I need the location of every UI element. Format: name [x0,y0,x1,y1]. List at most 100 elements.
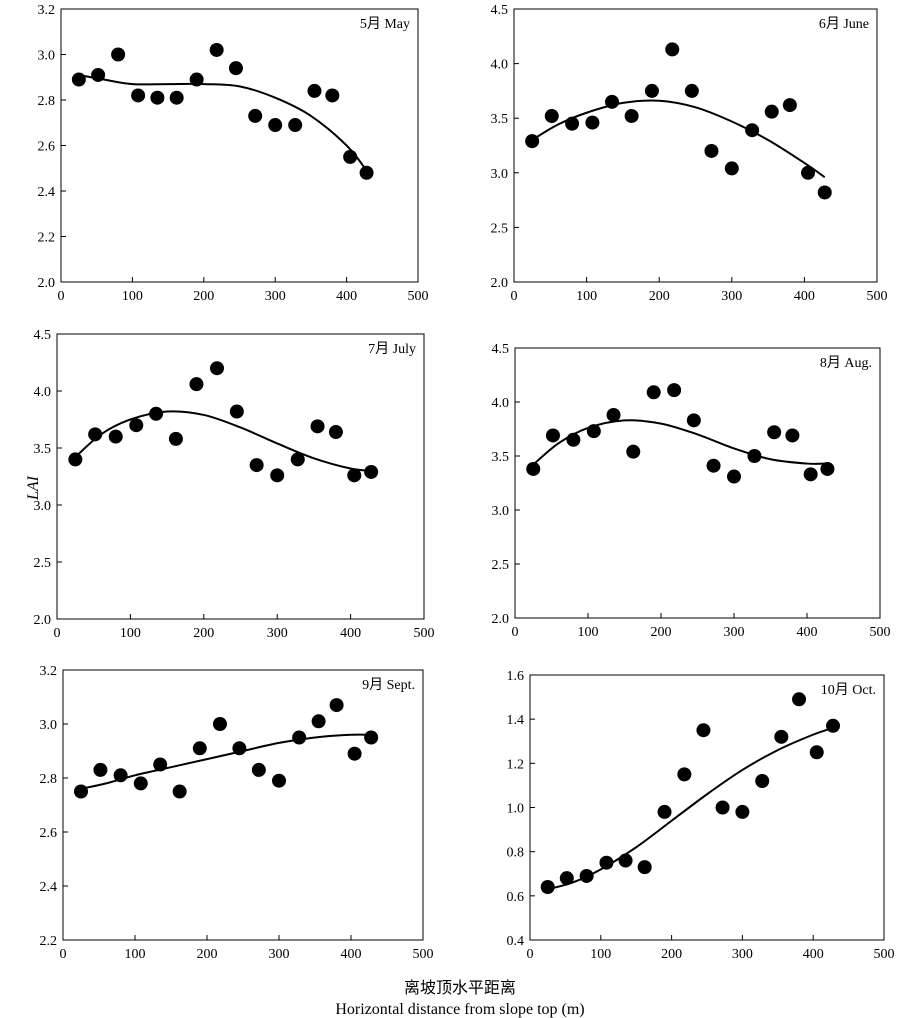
panels-group: 0 100 200 300 400 500 2.0 2.2 2.4 2.6 2.8 3.0 3.2 5月 … [34,3,895,962]
y-tick-label: 2.2 [40,934,58,949]
panel-month-label: 8月 Aug. [820,355,872,371]
data-point [801,165,816,180]
panel-month-label: 9月 Sept. [362,677,415,693]
chart-panel-2: 0 100 200 300 400 500 2.0 2.5 3.0 3.5 4.0 4.5 6月 Jun… [491,3,888,304]
y-tick-label: 3.0 [34,499,52,514]
data-point [785,428,800,443]
x-tick-label: 0 [54,626,61,641]
x-tick-label: 300 [265,289,286,304]
data-point [111,47,126,62]
plot-frame [56,333,425,620]
data-point [792,692,807,707]
y-tick-label: 2.0 [38,276,56,291]
data-point [150,90,165,105]
data-point [209,42,224,57]
y-tick-label: 2.4 [38,185,56,200]
x-tick-label: 100 [578,625,599,640]
x-tick-label: 400 [803,947,824,962]
y-tick-label: 3.5 [492,450,510,465]
y-tick-label: 2.6 [38,140,56,155]
data-point [525,134,540,149]
data-point [803,467,818,482]
data-point [565,116,580,131]
data-point [605,94,620,109]
y-tick-label: 4.5 [34,328,52,343]
y-tick-label: 4.0 [492,396,510,411]
data-point [347,468,362,483]
data-point [724,161,739,176]
y-tick-label: 3.5 [491,112,509,127]
x-tick-label: 400 [341,947,362,962]
y-tick-label: 0.4 [507,934,525,949]
data-point [292,730,307,745]
data-point [684,83,699,98]
chart-panel-3: 0 100 200 300 400 500 2.0 2.5 3.0 3.5 4.0 4.5 7月 Jul… [34,328,435,641]
data-point [129,418,144,433]
data-point [657,804,672,819]
x-tick-label: 400 [336,289,357,304]
trend-curve [78,73,368,172]
x-tick-label: 300 [724,625,745,640]
data-point [343,149,358,164]
data-point [272,773,286,788]
data-point [817,185,832,200]
x-tick-label: 500 [414,626,435,641]
data-point [108,429,123,444]
trend-curve [531,99,826,178]
trend-curve [547,727,834,891]
x-tick-label: 100 [122,289,143,304]
y-tick-label: 3.2 [40,664,58,679]
x-tick-label: 200 [649,289,670,304]
y-tick-label: 1.0 [507,802,525,817]
y-tick-label: 2.0 [34,613,52,628]
data-point [599,855,614,870]
data-point [715,800,730,815]
y-tick-label: 4.5 [492,342,510,357]
plot-frame [513,8,878,283]
data-point [809,745,824,760]
data-point [646,385,661,400]
chart-panel-4: 0 100 200 300 400 500 2.0 2.5 3.0 3.5 4.0 4.5 8月 Aug… [492,342,891,640]
data-point [644,83,659,98]
data-point [735,804,750,819]
x-tick-label: 500 [408,289,429,304]
x-tick-label: 200 [193,626,214,641]
y-tick-label: 0.8 [507,846,525,861]
data-point [212,717,227,731]
data-point [764,104,779,119]
data-point [329,698,344,713]
data-point [585,115,600,130]
data-point [328,425,343,440]
data-point [586,424,601,439]
x-tick-label: 400 [797,625,818,640]
data-point [113,768,128,783]
x-tick-label: 400 [794,289,815,304]
data-point [149,406,164,421]
data-point [189,72,204,87]
y-tick-label: 3.0 [38,49,56,64]
data-point [747,449,762,463]
y-tick-label: 2.5 [34,556,52,571]
data-point [782,98,797,113]
y-tick-label: 4.5 [491,3,509,18]
data-point [696,723,711,738]
plot-frame [62,669,424,941]
data-point [626,444,641,459]
data-point [248,108,263,123]
x-tick-label: 500 [867,289,888,304]
chart-panel-5: 0 100 200 300 400 500 2.2 2.4 2.6 2.8 3.0 3.2 9月 Sep… [40,664,434,962]
y-tick-label: 3.2 [38,3,56,18]
x-tick-label: 0 [60,947,67,962]
data-point [704,143,719,158]
data-point [88,427,103,442]
x-tick-label: 400 [340,626,361,641]
y-tick-label: 4.0 [34,385,52,400]
data-point [249,458,264,473]
y-tick-label: 2.0 [492,612,510,627]
x-tick-label: 200 [197,947,218,962]
y-tick-label: 3.0 [40,718,58,733]
data-point [153,757,168,772]
x-tick-label: 300 [269,947,290,962]
data-point [172,784,187,799]
